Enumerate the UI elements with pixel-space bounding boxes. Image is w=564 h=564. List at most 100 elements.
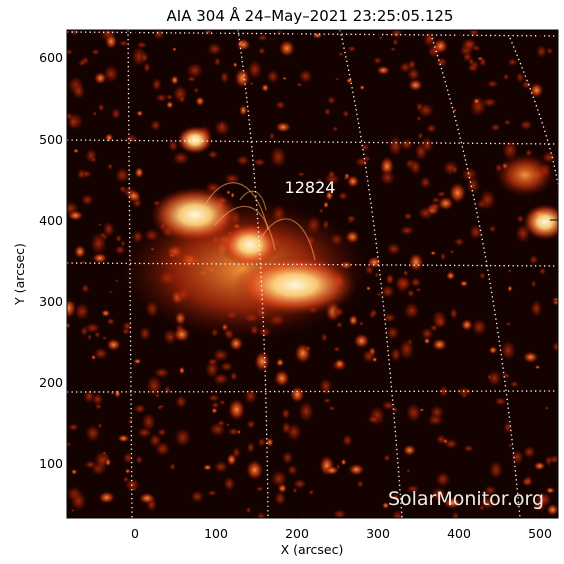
network-bright-point: [256, 510, 267, 518]
network-bright-point: [530, 299, 543, 318]
network-bright-point: [546, 503, 558, 516]
x-tick-label: 200: [285, 526, 309, 541]
network-bright-point: [385, 325, 400, 341]
network-bright-point: [234, 67, 251, 89]
network-bright-point: [488, 346, 498, 355]
plage-north: [177, 126, 213, 154]
network-bright-point: [227, 398, 246, 421]
network-bright-point: [403, 301, 421, 320]
active-region-number: 12824: [285, 178, 336, 197]
network-bright-point: [106, 338, 121, 352]
network-bright-point: [172, 150, 190, 166]
network-bright-point: [544, 405, 550, 411]
network-bright-point: [348, 314, 359, 327]
network-bright-point: [510, 449, 525, 465]
network-bright-point: [270, 469, 288, 489]
network-bright-point: [219, 361, 234, 372]
network-bright-point: [281, 450, 294, 465]
network-bright-point: [157, 428, 167, 437]
network-bright-point: [467, 64, 478, 72]
network-bright-point: [153, 367, 171, 379]
network-bright-point: [509, 380, 520, 388]
network-bright-point: [399, 225, 415, 236]
network-bright-point: [178, 366, 185, 375]
network-bright-point: [348, 463, 365, 476]
network-bright-point: [473, 97, 481, 105]
x-tick-label: 400: [447, 526, 471, 541]
network-bright-point: [93, 347, 109, 361]
network-bright-point: [376, 292, 383, 297]
grid-lon-4: [431, 37, 521, 518]
network-bright-point: [247, 59, 263, 80]
network-bright-point: [67, 441, 72, 447]
network-bright-point: [206, 42, 223, 56]
network-bright-point: [326, 95, 337, 105]
network-bright-point: [245, 506, 252, 514]
network-bright-point: [405, 484, 420, 494]
network-bright-point: [114, 389, 121, 398]
network-bright-point: [332, 126, 339, 132]
network-bright-point: [399, 137, 414, 151]
network-bright-point: [216, 419, 226, 427]
network-bright-point: [165, 100, 174, 109]
network-bright-point: [83, 389, 96, 404]
network-bright-point: [249, 81, 255, 86]
network-bright-point: [366, 415, 381, 424]
network-bright-point: [493, 397, 508, 406]
network-bright-point: [126, 189, 141, 203]
network-bright-point: [337, 191, 349, 201]
network-bright-point: [483, 485, 497, 496]
network-bright-point: [443, 438, 459, 450]
watermark: SolarMonitor.org: [388, 488, 544, 510]
network-bright-point: [226, 190, 231, 195]
network-bright-point: [254, 350, 271, 373]
network-bright-point: [292, 487, 298, 494]
network-bright-point: [97, 103, 105, 112]
network-bright-point: [98, 491, 116, 504]
network-bright-point: [89, 156, 97, 163]
grid-lon-2: [237, 30, 269, 518]
network-bright-point: [374, 272, 380, 279]
heliographic-grid: [67, 30, 558, 518]
network-bright-point: [261, 83, 270, 93]
network-bright-point: [519, 119, 533, 131]
network-bright-point: [219, 70, 230, 84]
network-bright-point: [346, 214, 357, 223]
network-bright-point: [110, 107, 122, 120]
network-bright-point: [73, 148, 79, 154]
network-bright-point: [507, 58, 518, 67]
network-bright-point: [453, 237, 465, 247]
solar-emission: [67, 30, 558, 518]
network-bright-point: [93, 449, 110, 472]
network-bright-point: [340, 458, 347, 466]
network-bright-point: [133, 358, 142, 365]
network-bright-point: [124, 134, 139, 144]
network-bright-point: [282, 76, 287, 80]
network-bright-point: [107, 163, 114, 170]
network-bright-point: [174, 427, 192, 448]
network-bright-point: [76, 168, 86, 180]
network-bright-point: [516, 214, 525, 224]
network-bright-point: [230, 192, 235, 199]
network-bright-point: [449, 249, 455, 255]
network-bright-point: [265, 437, 274, 448]
network-bright-point: [547, 454, 558, 465]
network-bright-point: [81, 283, 90, 294]
network-bright-point: [383, 454, 391, 462]
y-tick-label: 600: [39, 50, 63, 65]
network-bright-point: [443, 497, 462, 509]
axis-ticks: [67, 30, 558, 518]
network-bright-point: [488, 225, 497, 233]
network-bright-point: [225, 423, 231, 427]
network-bright-point: [246, 441, 256, 454]
network-bright-point: [334, 358, 346, 370]
network-bright-point: [266, 69, 280, 84]
network-bright-point: [486, 369, 503, 388]
network-bright-point: [92, 110, 98, 117]
network-bright-point: [343, 175, 349, 181]
network-bright-point: [193, 87, 200, 94]
network-bright-point: [379, 169, 396, 186]
network-bright-point: [323, 107, 332, 116]
network-bright-point: [430, 250, 437, 256]
